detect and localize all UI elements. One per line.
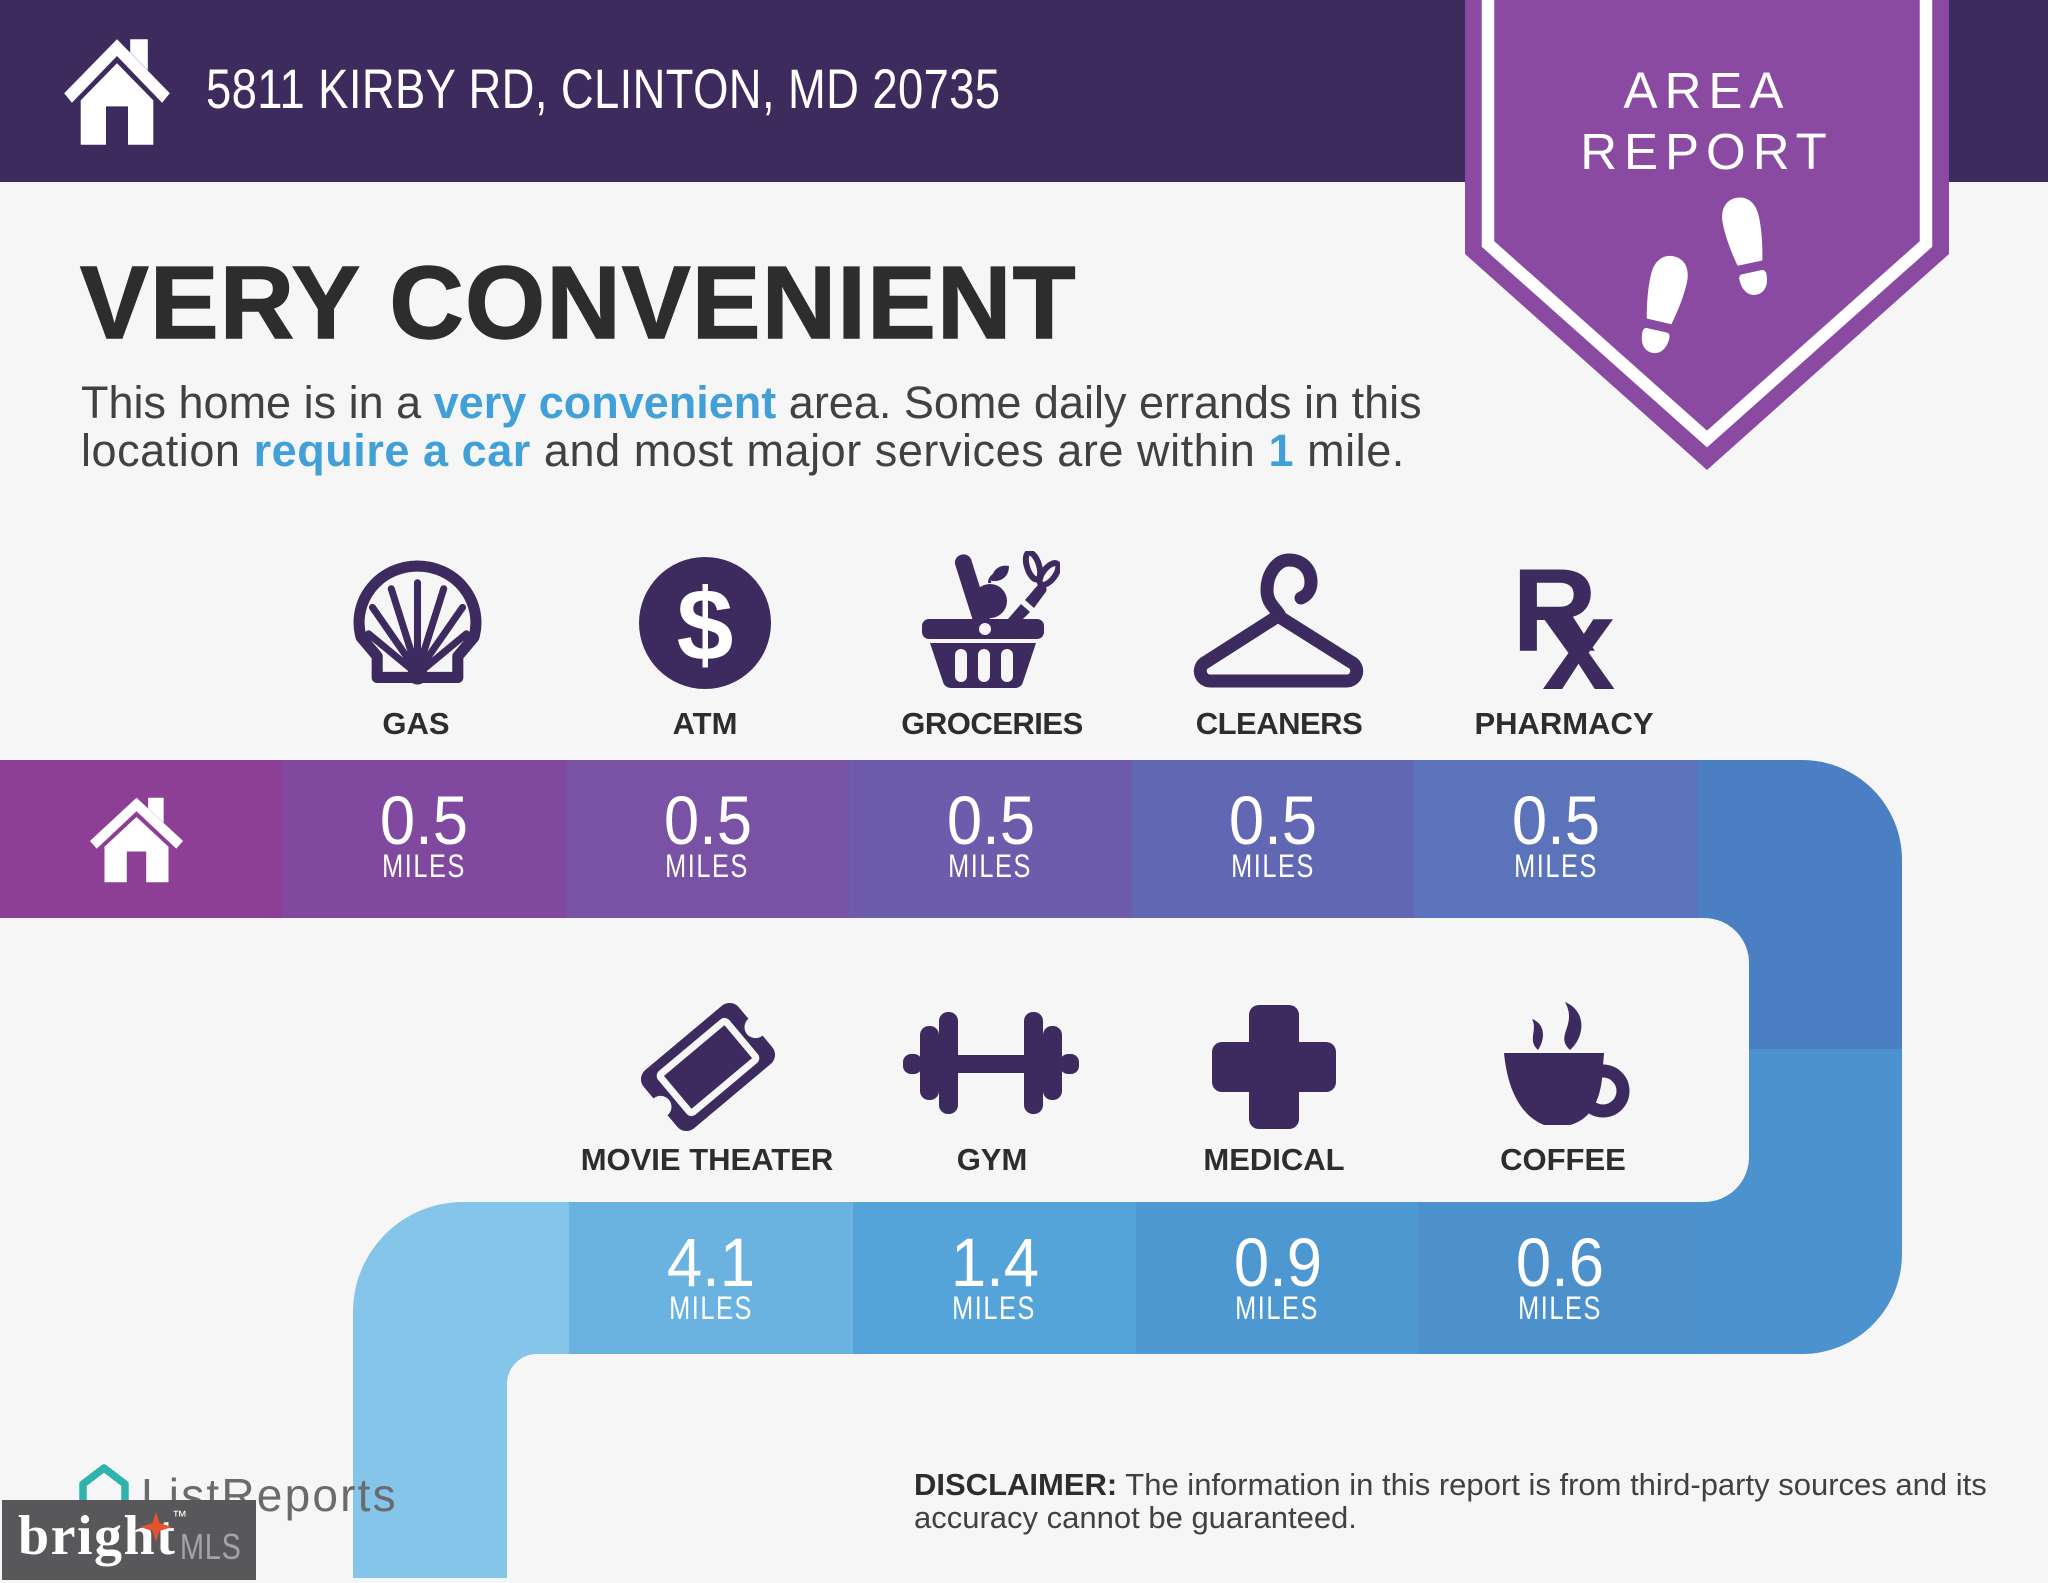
svg-text:x: x — [1542, 570, 1615, 695]
svg-text:R: R — [1512, 550, 1597, 677]
svg-text:AREA: AREA — [1624, 62, 1791, 119]
svg-text:$: $ — [677, 568, 734, 682]
svg-text:REPORT: REPORT — [1580, 123, 1834, 180]
